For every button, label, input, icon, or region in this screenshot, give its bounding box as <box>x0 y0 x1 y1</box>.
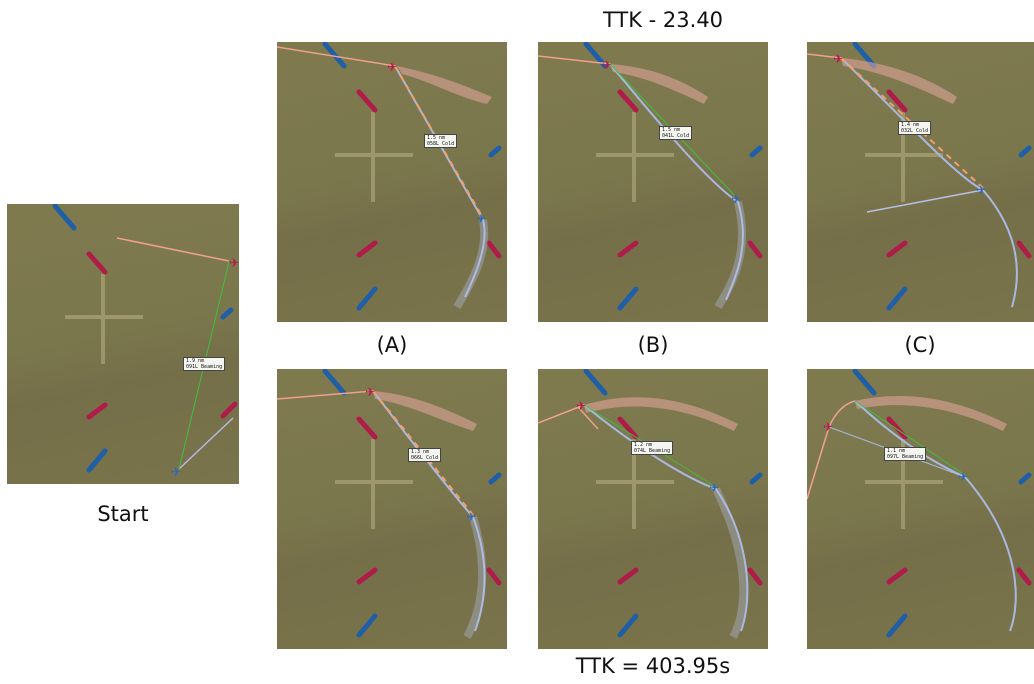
range-tag: 1.2 nm 074L Beaming <box>631 441 674 455</box>
panel-e-map: ✈ ✈ <box>538 369 763 639</box>
range-text: 1.2 nm <box>634 442 653 448</box>
svg-text:✈: ✈ <box>731 192 741 206</box>
range-text: 1.5 nm <box>427 135 446 141</box>
aspect-text: 091L Beaming <box>186 364 223 370</box>
svg-text:✈: ✈ <box>823 420 833 434</box>
panel-a: ✈ ✈ 1.5 nm 058L Cold <box>277 42 507 322</box>
aspect-text: 041L Cold <box>662 133 690 139</box>
panel-b: ✈ ✈ 1.5 nm 041L Cold <box>538 42 768 322</box>
aspect-text: 058L Cold <box>427 141 455 147</box>
panel-a-map: ✈ ✈ <box>277 42 502 311</box>
svg-text:✈: ✈ <box>476 212 486 226</box>
red-marker <box>86 402 108 420</box>
svg-text:✈: ✈ <box>576 399 586 413</box>
panel-c-map: ✈ ✈ <box>807 42 1032 311</box>
red-aircraft-icon: ✈ <box>229 256 239 270</box>
blue-marker <box>52 204 77 231</box>
svg-text:✈: ✈ <box>833 52 843 66</box>
red-marker <box>220 401 238 419</box>
aspect-text: 074L Beaming <box>634 448 671 454</box>
aspect-text: 097L Beaming <box>887 454 924 460</box>
svg-text:✈: ✈ <box>365 385 375 399</box>
caption-c: (C) <box>904 333 936 357</box>
red-track <box>116 237 230 262</box>
blue-marker <box>220 307 234 320</box>
panel-e: ✈ ✈ 1.2 nm 074L Beaming <box>538 369 768 649</box>
panel-f-map: ✈ ✈ <box>807 369 1032 638</box>
blue-track <box>178 417 234 470</box>
markers <box>52 204 238 473</box>
svg-text:✈: ✈ <box>387 60 397 74</box>
caption-b: (B) <box>637 333 669 357</box>
svg-text:✈: ✈ <box>709 481 719 495</box>
ttk-top-label: TTK - 23.40 <box>602 8 724 32</box>
range-text: 1.5 nm <box>662 127 681 133</box>
blue-marker <box>86 448 108 473</box>
caption-a: (A) <box>376 333 408 357</box>
range-tag: 1.5 nm 058L Cold <box>424 134 458 148</box>
range-text: 1.9 nm <box>186 358 205 364</box>
start-panel: ✈ ✈ 1.9 nm 091L Beaming <box>7 204 239 484</box>
aspect-text: 032L Cold <box>901 128 929 134</box>
range-text: 1.3 nm <box>411 449 430 455</box>
range-tag: 1.4 nm 032L Cold <box>898 121 932 135</box>
panel-d: ✈ ✈ 1.3 nm 066L Cold <box>277 369 507 649</box>
runway-cross <box>65 274 143 364</box>
panel-b-map: ✈ ✈ <box>538 42 763 311</box>
svg-text:✈: ✈ <box>976 183 986 197</box>
panel-c: ✈ ✈ 1.4 nm 032L Cold <box>807 42 1034 322</box>
range-text: 1.1 nm <box>887 448 906 454</box>
start-map: ✈ ✈ <box>52 204 239 479</box>
range-tag: 1.5 nm 041L Cold <box>659 126 693 140</box>
aspect-text: 066L Cold <box>411 455 439 461</box>
panel-d-map: ✈ ✈ <box>277 369 502 639</box>
start-caption: Start <box>97 502 149 526</box>
blue-aircraft-icon: ✈ <box>171 465 181 479</box>
ttk-bottom-label: TTK = 403.95s <box>575 654 731 678</box>
svg-text:✈: ✈ <box>466 510 476 524</box>
svg-text:✈: ✈ <box>602 58 612 72</box>
range-text: 1.4 nm <box>901 122 920 128</box>
svg-text:✈: ✈ <box>958 470 968 484</box>
range-tag: 1.1 nm 097L Beaming <box>884 447 927 461</box>
range-tag: 1.3 nm 066L Cold <box>408 448 442 462</box>
red-marker <box>86 251 108 275</box>
range-tag: 1.9 nm 091L Beaming <box>183 357 226 371</box>
panel-f: ✈ ✈ 1.1 nm 097L Beaming <box>807 369 1034 649</box>
